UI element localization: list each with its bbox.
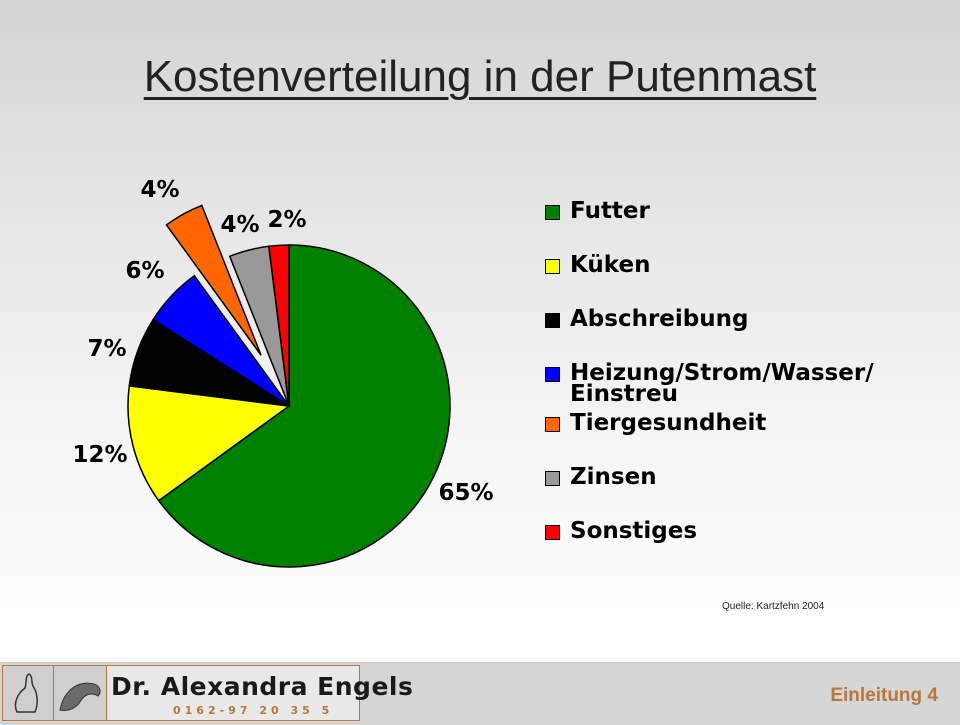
legend-swatch xyxy=(545,259,560,274)
legend-label-line: Heizung/Strom/Wasser/ xyxy=(570,360,874,386)
legend-item: Küken xyxy=(545,252,650,279)
data-label-3: 6% xyxy=(125,258,164,284)
legend-label-line: Abschreibung xyxy=(570,306,749,332)
legend-item: Zinsen xyxy=(545,464,657,491)
legend-swatch xyxy=(545,205,560,220)
turkey-head-icon xyxy=(54,666,107,720)
legend-swatch xyxy=(545,367,560,382)
pie-slice-heizung-strom-wasser-einstreu xyxy=(152,274,290,407)
source-note: Quelle: Kartzfehn 2004 xyxy=(722,601,825,612)
slide-title: Kostenverteilung in der Putenmast xyxy=(143,52,817,101)
legend-swatch xyxy=(545,525,560,540)
pie-slice-tiergesundheit xyxy=(165,204,262,356)
slide-number-label: Einleitung 4 xyxy=(830,685,938,706)
legend-label: Futter xyxy=(570,198,650,225)
logo: Dr. Alexandra Engels 0162-97 20 35 5 xyxy=(2,665,413,721)
data-label-0: 65% xyxy=(438,480,493,506)
legend-item: Heizung/Strom/Wasser/Einstreu xyxy=(545,360,874,408)
data-label-5: 4% xyxy=(220,212,259,238)
legend-label-line: Küken xyxy=(570,252,651,278)
pie-slice-futter xyxy=(157,244,451,568)
footer-bar: Dr. Alexandra Engels 0162-97 20 35 5 Ein… xyxy=(0,662,960,721)
legend-label: Abschreibung xyxy=(570,306,748,333)
legend-label: Zinsen xyxy=(570,464,657,491)
legend-label: Küken xyxy=(570,252,650,279)
legend-item: Futter xyxy=(545,198,650,225)
legend-label-line: Tiergesundheit xyxy=(570,410,767,436)
data-label-6: 2% xyxy=(267,207,306,233)
legend-item: Sonstiges xyxy=(545,518,697,545)
legend-label-line: Sonstiges xyxy=(570,518,698,544)
legend-item: Tiergesundheit xyxy=(545,410,766,437)
data-label-1: 12% xyxy=(72,442,127,468)
logo-name: Dr. Alexandra Engels xyxy=(111,672,414,701)
legend-label-line: Zinsen xyxy=(570,464,657,490)
pie-slice-k-ken xyxy=(127,384,291,502)
bird-silhouette-icon xyxy=(3,666,54,720)
legend-label-line: Einstreu xyxy=(570,381,678,407)
data-label-4: 4% xyxy=(140,177,179,203)
legend-label: Heizung/Strom/Wasser/Einstreu xyxy=(570,360,874,408)
legend-swatch xyxy=(545,471,560,486)
pie-slice-sonstiges xyxy=(267,244,290,407)
data-label-2: 7% xyxy=(87,336,126,362)
legend-label-line: Futter xyxy=(570,198,650,224)
legend-swatch xyxy=(545,313,560,328)
logo-phone: 0162-97 20 35 5 xyxy=(173,704,334,717)
pie-chart: 65% 12% 7% 6% 4% 4% 2% xyxy=(72,177,494,568)
legend-item: Abschreibung xyxy=(545,306,748,333)
legend-swatch xyxy=(545,417,560,432)
legend-label: Tiergesundheit xyxy=(570,410,766,437)
legend-label: Sonstiges xyxy=(570,518,697,545)
